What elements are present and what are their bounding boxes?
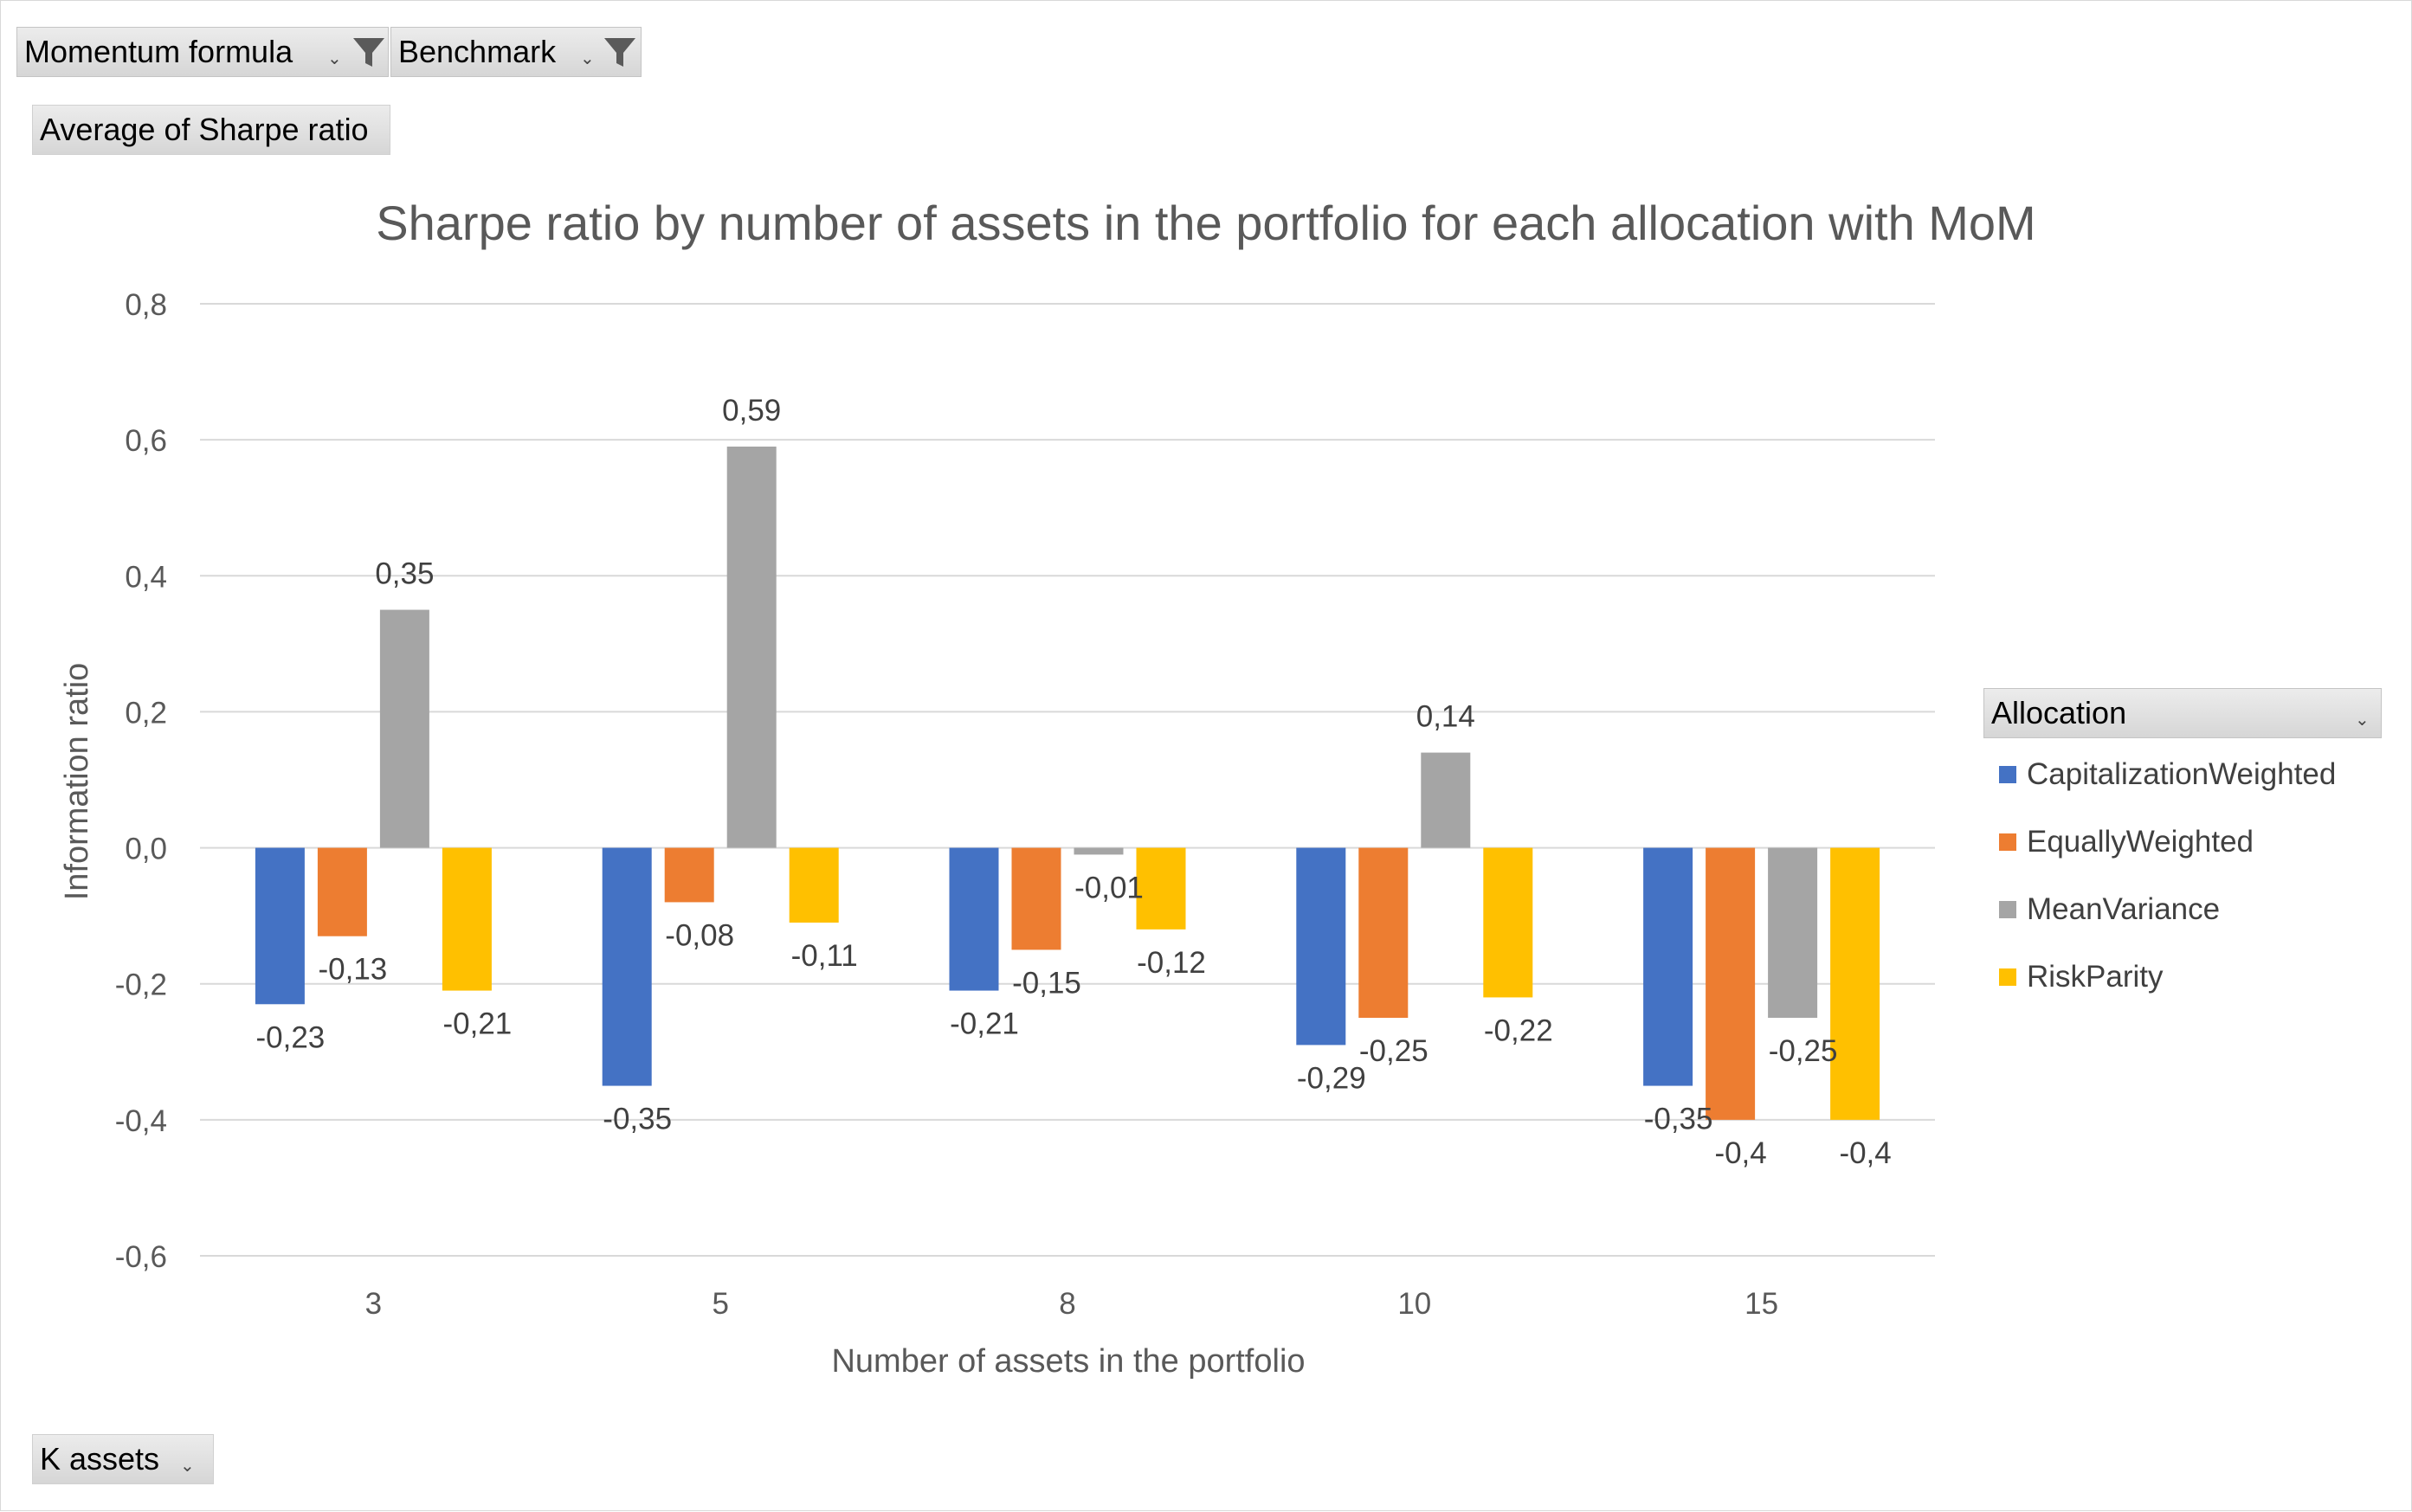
chart-title: Sharpe ratio by number of assets in the … bbox=[376, 196, 2035, 250]
data-label: -0,29 bbox=[1297, 1061, 1366, 1095]
y-tick-label: -0,6 bbox=[115, 1240, 167, 1274]
legend-label: MeanVariance bbox=[2027, 892, 2221, 926]
momentum-formula-label: Momentum formula bbox=[24, 34, 293, 69]
data-label: -0,25 bbox=[1359, 1034, 1428, 1068]
bar-RiskParity-3[interactable] bbox=[442, 847, 492, 991]
legend-label: CapitalizationWeighted bbox=[2027, 757, 2337, 791]
bar-CapitalizationWeighted-3[interactable] bbox=[255, 847, 305, 1005]
data-label: -0,13 bbox=[319, 953, 388, 987]
chevron-down-icon: ⌄ bbox=[180, 1457, 195, 1476]
y-tick-label: 0,0 bbox=[125, 833, 167, 866]
data-label: -0,25 bbox=[1769, 1034, 1838, 1068]
bar-MeanVariance-10[interactable] bbox=[1421, 752, 1471, 848]
chevron-down-icon: ⌄ bbox=[580, 49, 595, 68]
data-label: -0,35 bbox=[1644, 1103, 1713, 1136]
legend-swatch bbox=[1999, 901, 2016, 918]
benchmark-filter-button[interactable]: Benchmark ⌄ bbox=[390, 27, 642, 77]
bar-EquallyWeighted-8[interactable] bbox=[1011, 847, 1061, 950]
legend-field-button[interactable]: Allocation ⌄ bbox=[1983, 688, 2382, 738]
x-tick-label: 10 bbox=[1397, 1287, 1431, 1321]
value-field-label: Average of Sharpe ratio bbox=[40, 112, 369, 147]
data-label: 0,35 bbox=[375, 557, 434, 591]
filter-funnel-icon bbox=[353, 38, 384, 67]
data-labels: -0,23 -0,13 0,35 -0,21 -0,35 -0,08 0,59 -0,11 -0… bbox=[256, 394, 1892, 1170]
bar-RiskParity-10[interactable] bbox=[1483, 847, 1533, 998]
filter-funnel-icon bbox=[604, 38, 635, 67]
bar-MeanVariance-5[interactable] bbox=[726, 447, 777, 848]
legend-label: RiskParity bbox=[2027, 960, 2164, 994]
chevron-down-icon: ⌄ bbox=[327, 49, 342, 68]
x-tick-label: 3 bbox=[365, 1287, 382, 1321]
x-tick-label: 8 bbox=[1059, 1287, 1075, 1321]
data-label: 0,59 bbox=[722, 394, 781, 428]
bar-MeanVariance-3[interactable] bbox=[379, 609, 429, 848]
y-tick-label: -0,2 bbox=[115, 968, 167, 1002]
row-field-label: K assets bbox=[40, 1441, 160, 1477]
data-label: -0,4 bbox=[1714, 1136, 1766, 1170]
bar-CapitalizationWeighted-5[interactable] bbox=[602, 847, 652, 1086]
data-label: -0,21 bbox=[443, 1007, 513, 1041]
bar-MeanVariance-8[interactable] bbox=[1074, 847, 1124, 855]
bar-RiskParity-5[interactable] bbox=[789, 847, 839, 923]
bar-CapitalizationWeighted-10[interactable] bbox=[1296, 847, 1346, 1046]
legend-field-label: Allocation bbox=[1991, 695, 2127, 730]
data-label: -0,12 bbox=[1137, 946, 1206, 980]
bar-RiskParity-8[interactable] bbox=[1136, 847, 1186, 930]
y-tick-label: 0,2 bbox=[125, 696, 167, 730]
data-label: -0,21 bbox=[950, 1007, 1019, 1041]
bar-EquallyWeighted-5[interactable] bbox=[664, 847, 714, 903]
y-axis-title: Information ratio bbox=[59, 663, 95, 901]
x-axis-title: Number of assets in the portfolio bbox=[831, 1343, 1305, 1380]
data-label: -0,08 bbox=[665, 918, 734, 952]
data-label: -0,22 bbox=[1484, 1013, 1553, 1047]
data-label: -0,4 bbox=[1839, 1136, 1891, 1170]
y-tick-label: 0,4 bbox=[125, 560, 167, 594]
y-tick-label: 0,6 bbox=[125, 424, 167, 458]
legend-swatch bbox=[1999, 766, 2016, 783]
momentum-formula-filter-button[interactable]: Momentum formula ⌄ bbox=[16, 27, 389, 77]
data-label: -0,11 bbox=[791, 939, 858, 973]
bar-CapitalizationWeighted-15[interactable] bbox=[1643, 847, 1693, 1086]
bar-CapitalizationWeighted-8[interactable] bbox=[949, 847, 999, 991]
x-tick-label: 5 bbox=[712, 1287, 728, 1321]
x-tick-label: 15 bbox=[1745, 1287, 1778, 1321]
legend-swatch bbox=[1999, 833, 2016, 851]
legend-swatch bbox=[1999, 968, 2016, 986]
data-label: -0,23 bbox=[256, 1020, 326, 1054]
value-field-button[interactable]: Average of Sharpe ratio bbox=[32, 105, 390, 155]
bar-EquallyWeighted-15[interactable] bbox=[1706, 847, 1756, 1120]
bars bbox=[255, 447, 1880, 1120]
bar-EquallyWeighted-3[interactable] bbox=[317, 847, 367, 936]
bar-MeanVariance-15[interactable] bbox=[1768, 847, 1818, 1018]
y-tick-label: 0,8 bbox=[125, 288, 167, 322]
x-axis-ticks: 3 5 8 10 15 bbox=[365, 1287, 1778, 1321]
bar-EquallyWeighted-10[interactable] bbox=[1358, 847, 1409, 1018]
row-field-button[interactable]: K assets ⌄ bbox=[32, 1434, 214, 1484]
data-label: -0,15 bbox=[1012, 966, 1081, 1000]
y-axis-ticks: -0,6 -0,4 -0,2 0,0 0,2 0,4 0,6 0,8 bbox=[115, 288, 167, 1274]
benchmark-label: Benchmark bbox=[398, 34, 557, 69]
data-label: -0,35 bbox=[603, 1103, 672, 1136]
data-label: 0,14 bbox=[1416, 700, 1475, 734]
legend-label: EquallyWeighted bbox=[2027, 825, 2254, 859]
y-tick-label: -0,4 bbox=[115, 1104, 167, 1138]
bar-RiskParity-15[interactable] bbox=[1830, 847, 1880, 1120]
data-label: -0,01 bbox=[1074, 871, 1144, 904]
chevron-down-icon: ⌄ bbox=[2355, 711, 2370, 730]
